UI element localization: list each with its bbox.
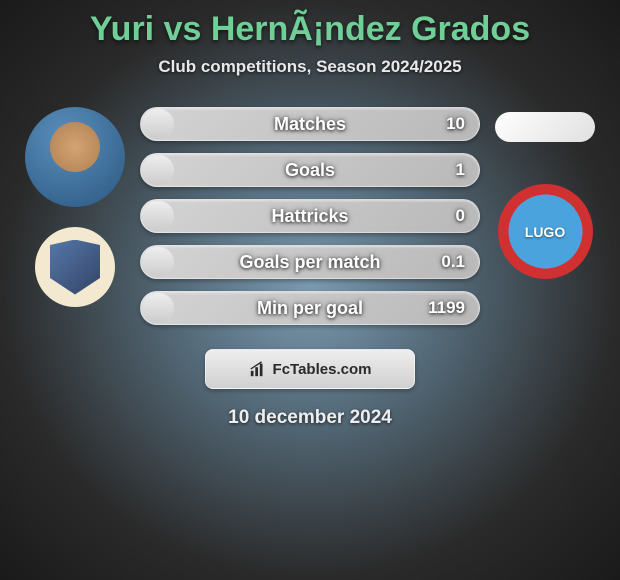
stat-label: Goals: [141, 160, 479, 181]
stat-row-goals: Goals 1: [140, 153, 480, 187]
content-row: Matches 10 Goals 1 Hattricks 0 Goals per…: [0, 107, 620, 325]
stats-list: Matches 10 Goals 1 Hattricks 0 Goals per…: [140, 107, 480, 325]
page-title: Yuri vs HernÃ¡ndez Grados: [0, 10, 620, 49]
team1-crest: [35, 227, 115, 307]
footer-brand-text: FcTables.com: [273, 361, 372, 378]
stat-value: 10: [446, 114, 465, 134]
stat-label: Matches: [141, 114, 479, 135]
stat-label: Goals per match: [141, 252, 479, 273]
player2-avatar: [495, 112, 595, 142]
page-subtitle: Club competitions, Season 2024/2025: [0, 57, 620, 77]
left-column: [25, 107, 125, 307]
root: Yuri vs HernÃ¡ndez Grados Club competiti…: [0, 0, 620, 580]
stat-row-gpm: Goals per match 0.1: [140, 245, 480, 279]
stat-value: 1199: [428, 298, 465, 318]
stat-row-mpg: Min per goal 1199: [140, 291, 480, 325]
stat-value: 0.1: [441, 252, 465, 272]
stat-row-hattricks: Hattricks 0: [140, 199, 480, 233]
team2-crest: LUGO: [498, 184, 593, 279]
stat-row-matches: Matches 10: [140, 107, 480, 141]
date-text: 10 december 2024: [0, 407, 620, 429]
right-column: LUGO: [495, 107, 595, 279]
footer-brand-box[interactable]: FcTables.com: [205, 349, 415, 389]
player1-avatar: [25, 107, 125, 207]
team2-crest-text: LUGO: [525, 225, 565, 239]
stat-value: 0: [456, 206, 465, 226]
stat-label: Hattricks: [141, 206, 479, 227]
stat-value: 1: [456, 160, 465, 180]
chart-icon: [249, 360, 267, 378]
